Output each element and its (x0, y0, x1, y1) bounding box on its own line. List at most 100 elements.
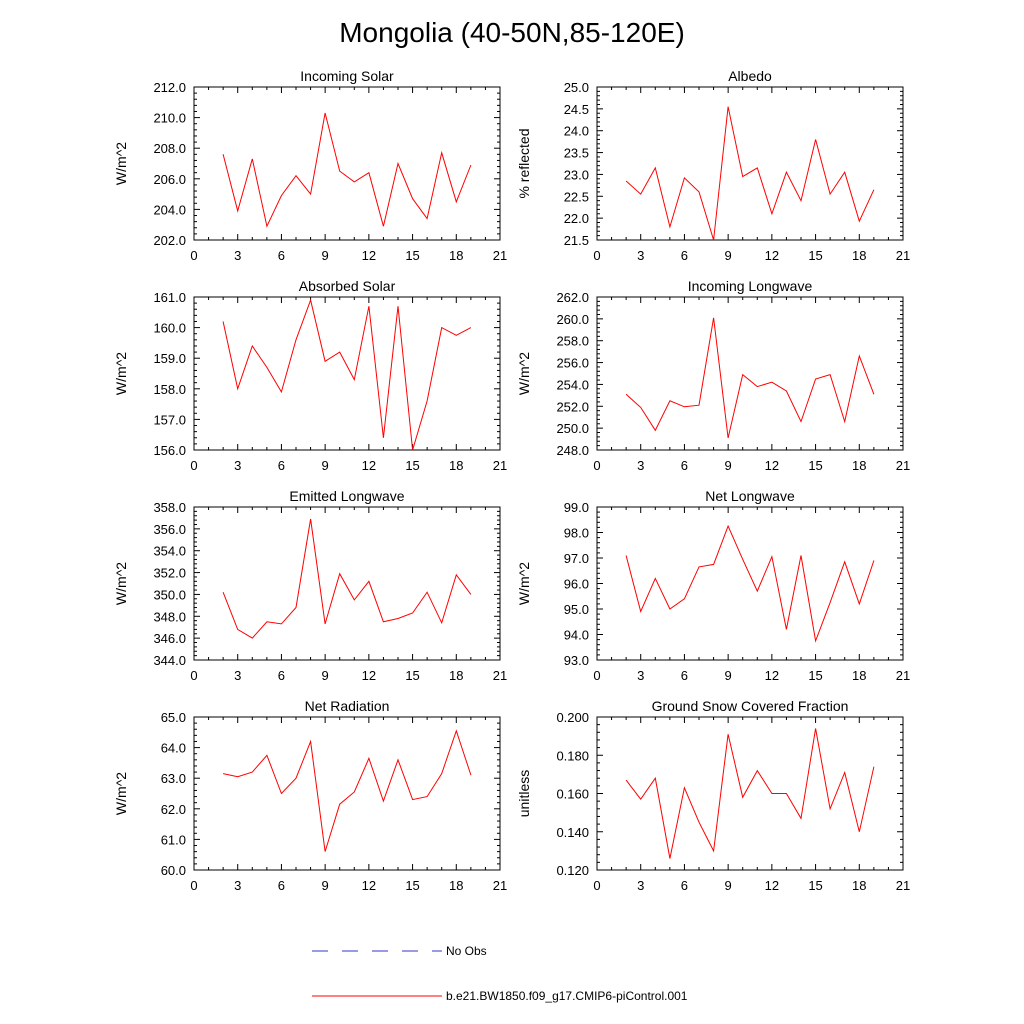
x-tick-label: 12 (765, 458, 779, 473)
chart-panel: Ground Snow Covered Fraction unitless 0 3 6 9… (516, 698, 910, 893)
x-tick-label: 0 (190, 248, 197, 263)
y-tick-label: 24.5 (564, 102, 589, 117)
x-tick-label: 21 (896, 458, 910, 473)
y-axis-label: W/m^2 (113, 352, 129, 395)
x-tick-label: 15 (405, 668, 419, 683)
y-tick-label: 94.0 (564, 628, 589, 643)
x-tick-label: 15 (405, 458, 419, 473)
panels: Incoming Solar W/m^2 0 3 6 9 12 15 18 21 202.0 204.… (113, 68, 910, 893)
x-tick-label: 12 (765, 248, 779, 263)
chart-title: Net Radiation (305, 698, 390, 714)
chart-title: Albedo (728, 68, 772, 84)
y-axis-label: W/m^2 (113, 562, 129, 605)
x-tick-label: 12 (362, 248, 376, 263)
y-tick-label: 0.120 (556, 863, 589, 878)
x-tick-label: 6 (278, 458, 285, 473)
y-tick-label: 202.0 (153, 233, 186, 248)
x-tick-label: 6 (681, 458, 688, 473)
plot-frame (193, 86, 501, 241)
y-tick-label: 346.0 (153, 631, 186, 646)
y-tick-label: 260.0 (556, 312, 589, 327)
y-tick-label: 25.0 (564, 80, 589, 95)
x-tick-label: 21 (493, 458, 507, 473)
x-tick-label: 9 (725, 878, 732, 893)
y-tick-label: 99.0 (564, 500, 589, 515)
y-tick-label: 344.0 (153, 653, 186, 668)
series-line (222, 298, 472, 451)
y-tick-label: 258.0 (556, 334, 589, 349)
x-tick-label: 6 (278, 668, 285, 683)
y-tick-label: 95.0 (564, 602, 589, 617)
chart-panel: Incoming Solar W/m^2 0 3 6 9 12 15 18 21 202.0 204.… (113, 68, 507, 263)
series-line (625, 524, 875, 643)
y-axis-label: W/m^2 (113, 142, 129, 185)
y-axis-label: unitless (516, 770, 532, 817)
y-tick-label: 93.0 (564, 653, 589, 668)
x-tick-label: 15 (405, 878, 419, 893)
x-tick-label: 6 (278, 878, 285, 893)
y-tick-label: 348.0 (153, 609, 186, 624)
x-tick-label: 0 (593, 668, 600, 683)
y-tick-label: 65.0 (161, 710, 186, 725)
y-tick-label: 206.0 (153, 172, 186, 187)
x-tick-label: 9 (725, 458, 732, 473)
x-tick-label: 0 (190, 668, 197, 683)
y-tick-label: 0.140 (556, 825, 589, 840)
figure-title: Mongolia (40-50N,85-120E) (339, 17, 685, 48)
y-tick-label: 61.0 (161, 832, 186, 847)
y-tick-label: 252.0 (556, 399, 589, 414)
chart-panel: Albedo % reflected 0 3 6 9 12 15 18 21 21.5 22.0 22.… (516, 68, 910, 263)
x-tick-label: 18 (449, 668, 463, 683)
y-tick-label: 98.0 (564, 526, 589, 541)
y-tick-label: 157.0 (153, 412, 186, 427)
y-tick-label: 248.0 (556, 443, 589, 458)
y-tick-label: 22.5 (564, 189, 589, 204)
y-tick-label: 156.0 (153, 443, 186, 458)
x-tick-label: 15 (808, 458, 822, 473)
y-tick-label: 96.0 (564, 577, 589, 592)
y-tick-label: 212.0 (153, 80, 186, 95)
x-tick-label: 15 (405, 248, 419, 263)
chart-panel: Incoming Longwave W/m^2 0 3 6 9 12 15 18 21 248.0 2… (516, 278, 910, 473)
y-tick-label: 23.0 (564, 167, 589, 182)
x-tick-label: 12 (765, 668, 779, 683)
series-line (625, 106, 875, 241)
x-tick-label: 21 (896, 668, 910, 683)
x-tick-label: 6 (681, 668, 688, 683)
x-tick-label: 18 (852, 878, 866, 893)
y-tick-label: 254.0 (556, 377, 589, 392)
y-tick-label: 262.0 (556, 290, 589, 305)
legend: No Obs b.e21.BW1850.f09_g17.CMIP6-piCont… (312, 944, 688, 1003)
y-tick-label: 204.0 (153, 202, 186, 217)
y-tick-label: 160.0 (153, 321, 186, 336)
x-tick-label: 21 (493, 248, 507, 263)
plot-frame (596, 86, 904, 241)
y-tick-label: 63.0 (161, 771, 186, 786)
x-tick-label: 9 (322, 878, 329, 893)
y-tick-label: 159.0 (153, 351, 186, 366)
x-tick-label: 21 (896, 248, 910, 263)
x-tick-label: 9 (725, 248, 732, 263)
x-tick-label: 6 (278, 248, 285, 263)
x-tick-label: 15 (808, 878, 822, 893)
y-tick-label: 62.0 (161, 802, 186, 817)
chart-title: Emitted Longwave (289, 488, 404, 504)
x-tick-label: 6 (681, 878, 688, 893)
chart-panel: Net Radiation W/m^2 0 3 6 9 12 15 18 21 60.0 61.0 62… (113, 698, 507, 893)
plot-frame (193, 716, 501, 871)
series-line (222, 518, 472, 639)
x-tick-label: 12 (362, 668, 376, 683)
chart-title: Net Longwave (705, 488, 795, 504)
y-tick-label: 64.0 (161, 741, 186, 756)
y-tick-label: 356.0 (153, 522, 186, 537)
y-tick-label: 21.5 (564, 233, 589, 248)
x-tick-label: 0 (593, 248, 600, 263)
series-line (625, 728, 875, 859)
x-tick-label: 3 (637, 668, 644, 683)
x-tick-label: 18 (449, 248, 463, 263)
x-tick-label: 3 (234, 458, 241, 473)
y-tick-label: 23.5 (564, 146, 589, 161)
y-tick-label: 210.0 (153, 111, 186, 126)
